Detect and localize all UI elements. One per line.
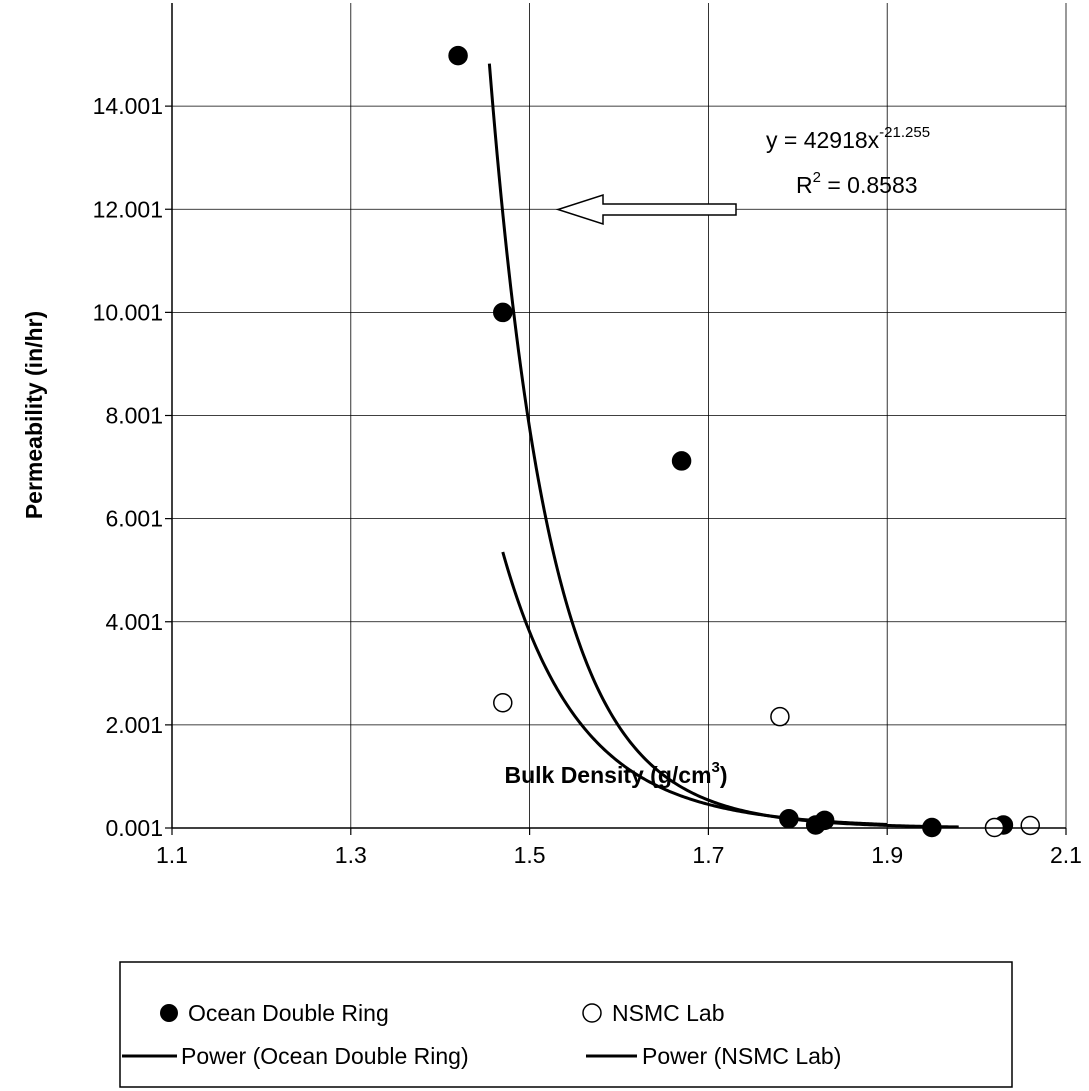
legend-label: Power (Ocean Double Ring) (181, 1043, 469, 1069)
legend-label: Ocean Double Ring (188, 1000, 389, 1026)
ocean-double-ring-point (814, 810, 835, 831)
axes (171, 3, 1066, 829)
legend-item-ocean-double-ring: Ocean Double Ring (160, 1000, 389, 1026)
ocean-double-ring-point (493, 302, 513, 323)
y-tick-label: 8.001 (105, 403, 163, 429)
arrow-annotation (555, 193, 737, 226)
legend: Ocean Double Ring NSMC Lab Power (Ocean … (119, 961, 1013, 1088)
trend-equation: y = 42918x-21.255 (766, 124, 930, 153)
x-tick-label: 2.1 (1050, 842, 1082, 868)
legend-label: NSMC Lab (612, 1000, 724, 1026)
legend-label: Power (NSMC Lab) (642, 1043, 841, 1069)
x-axis-title: Bulk Density (g/cm3) (504, 759, 727, 788)
legend-item-power-nsmc-lab: Power (NSMC Lab) (586, 1043, 841, 1069)
x-tick-label: 1.3 (335, 842, 367, 868)
open-circle-marker (582, 1003, 602, 1023)
x-tick-labels: 1.1 1.3 1.5 1.7 1.9 2.1 (156, 842, 1082, 868)
y-tick-label: 14.001 (93, 93, 163, 119)
x-tick-label: 1.9 (871, 842, 903, 868)
x-tick-label: 1.1 (156, 842, 188, 868)
legend-item-nsmc-lab: NSMC Lab (582, 1000, 724, 1026)
x-tick-label: 1.7 (692, 842, 724, 868)
y-tick-label: 2.001 (105, 712, 163, 738)
ocean-double-ring-point (671, 451, 692, 471)
y-tick-label: 0.001 (105, 815, 163, 841)
trend-r-squared: R2 = 0.8583 (796, 169, 918, 198)
y-tick-label: 6.001 (105, 506, 163, 532)
legend-item-power-ocean-double-ring: Power (Ocean Double Ring) (122, 1043, 469, 1069)
y-tick-label: 12.001 (93, 196, 163, 222)
ocean-double-ring-point (779, 809, 799, 829)
nsmc-lab-point (770, 706, 790, 727)
ocean-double-ring-point (448, 45, 468, 66)
y-tick-label: 4.001 (105, 609, 163, 635)
filled-circle-marker (160, 1004, 178, 1022)
legend-box (119, 961, 1013, 1088)
y-axis-title: Permeability (in/hr) (21, 311, 47, 519)
nsmc-lab-point (1020, 815, 1040, 836)
y-tick-label: 10.001 (93, 299, 163, 325)
nsmc-lab-point (493, 693, 513, 713)
y-tick-labels: 0.001 2.001 4.001 6.001 8.001 10.001 12.001 14.… (93, 93, 163, 841)
x-tick-label: 1.5 (514, 842, 546, 868)
